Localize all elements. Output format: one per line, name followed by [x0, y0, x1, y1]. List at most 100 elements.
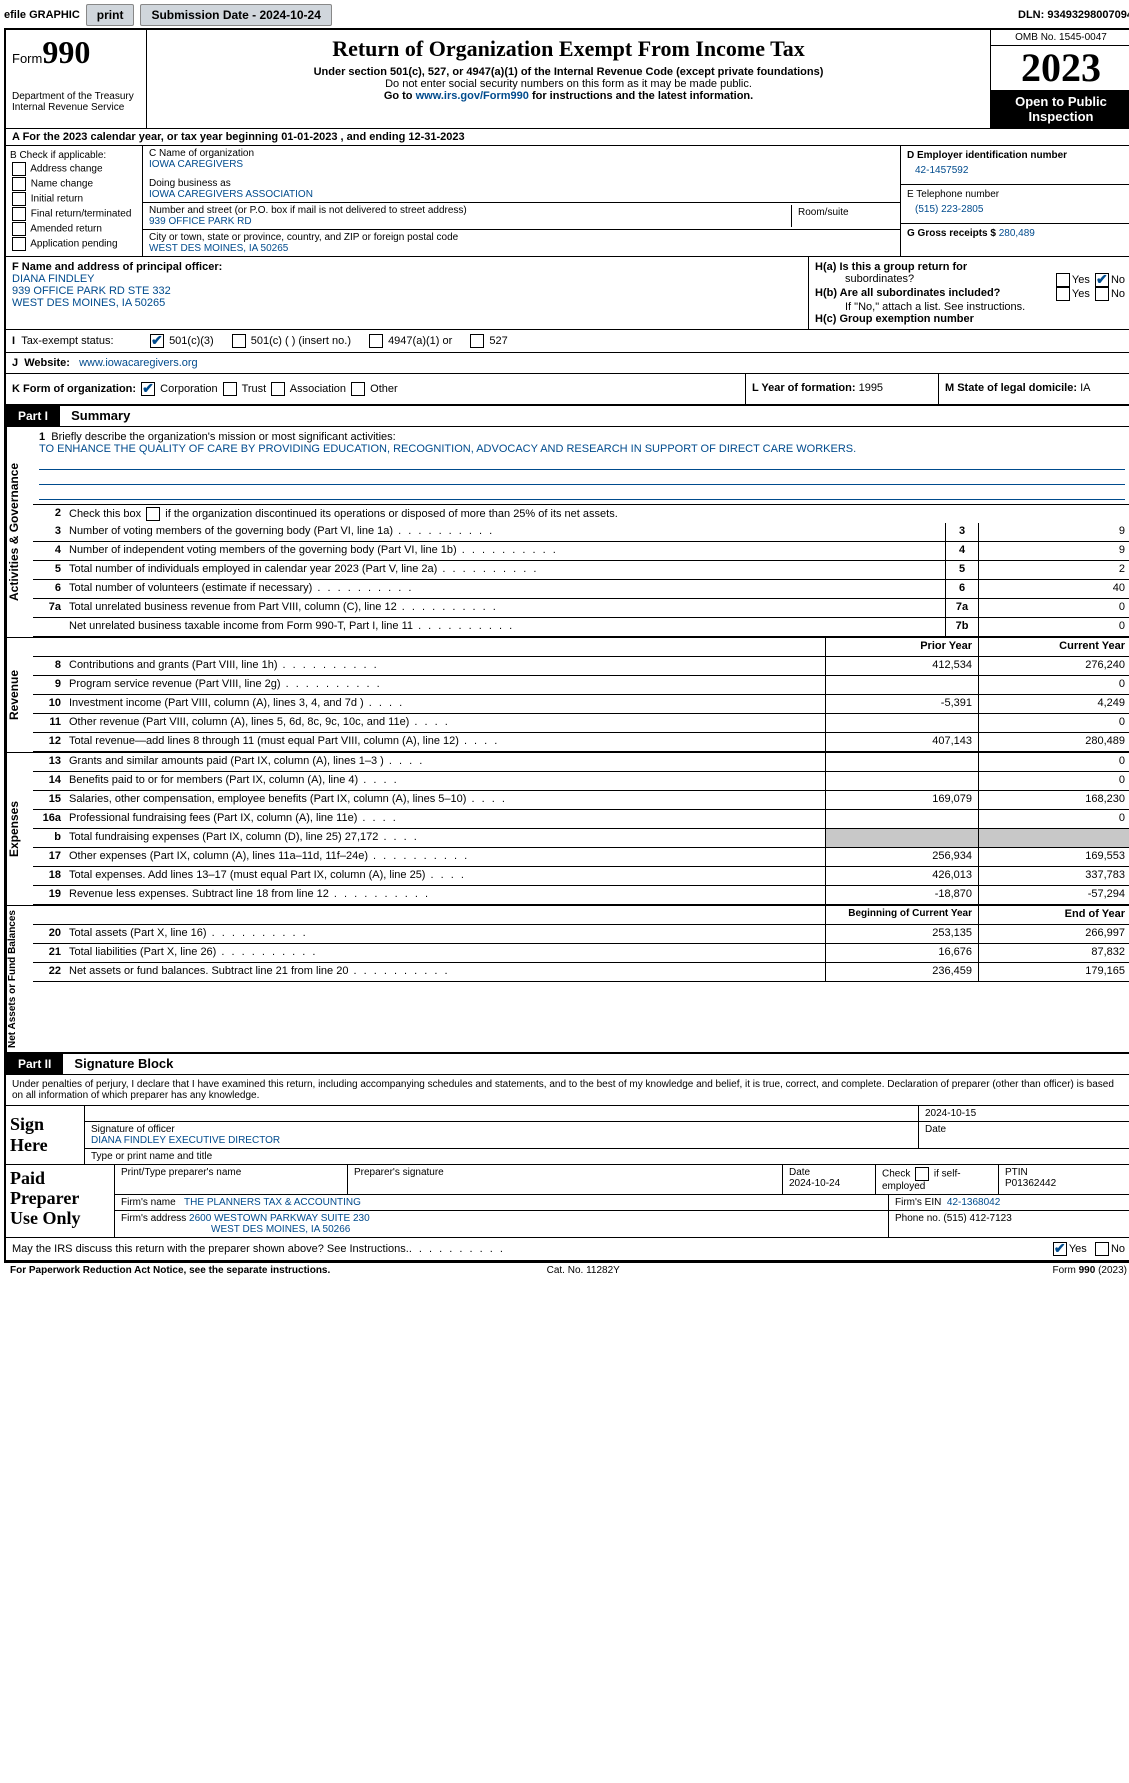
summary-line: bTotal fundraising expenses (Part IX, co…: [33, 829, 1129, 848]
goto-suffix: for instructions and the latest informat…: [529, 90, 753, 102]
summary-line: 13Grants and similar amounts paid (Part …: [33, 753, 1129, 772]
dba-label: Doing business as: [149, 178, 894, 189]
summary-line: 15Salaries, other compensation, employee…: [33, 791, 1129, 810]
print-button[interactable]: print: [86, 4, 135, 26]
part1-title: Summary: [63, 408, 130, 423]
summary-line: 4Number of independent voting members of…: [33, 542, 1129, 561]
submission-date-button[interactable]: Submission Date - 2024-10-24: [140, 4, 331, 26]
summary-line: Net unrelated business taxable income fr…: [33, 618, 1129, 637]
sig-date: 2024-10-15: [919, 1106, 1129, 1121]
paid-preparer-label: Paid Preparer Use Only: [6, 1165, 115, 1237]
street-label: Number and street (or P.O. box if mail i…: [149, 205, 791, 216]
city-label: City or town, state or province, country…: [149, 232, 894, 243]
no-label: No: [1111, 274, 1125, 286]
summary-line: 14Benefits paid to or for members (Part …: [33, 772, 1129, 791]
form-header: Form990 Department of the Treasury Inter…: [6, 30, 1129, 129]
sign-here-label: Sign Here: [6, 1106, 85, 1164]
opt-name-change: Name change: [10, 177, 138, 191]
opt-final-return: Final return/terminated: [10, 207, 138, 221]
form-label: Form: [12, 51, 42, 66]
omb-label: OMB No. 1545-0047: [991, 30, 1129, 46]
inspection-badge: Open to Public Inspection: [991, 90, 1129, 128]
hb-label: H(b) Are all subordinates included?: [815, 287, 1000, 301]
instructions-link[interactable]: www.irs.gov/Form990: [416, 90, 529, 102]
end-year-header: End of Year: [978, 906, 1129, 924]
firm-name-label: Firm's name: [121, 1197, 176, 1208]
527-opt: 527: [489, 335, 507, 347]
tax-status-label: Tax-exempt status:: [21, 335, 113, 347]
dln-label: DLN: 93493298007094: [1018, 9, 1129, 21]
street-value: 939 OFFICE PARK RD: [149, 216, 791, 227]
footer-left: For Paperwork Reduction Act Notice, see …: [10, 1265, 330, 1276]
rev-section: Revenue Prior Year Current Year 8Contrib…: [6, 637, 1129, 752]
city-value: WEST DES MOINES, IA 50265: [149, 243, 894, 254]
opt-address-change: Address change: [10, 162, 138, 176]
firm-addr-label: Firm's address: [121, 1213, 186, 1224]
begin-year-header: Beginning of Current Year: [825, 906, 978, 924]
declaration-text: Under penalties of perjury, I declare th…: [6, 1075, 1129, 1106]
other-opt: Other: [370, 383, 398, 395]
summary-line: 6Total number of volunteers (estimate if…: [33, 580, 1129, 599]
net-tab: Net Assets or Fund Balances: [6, 906, 33, 1052]
officer-addr2: WEST DES MOINES, IA 50265: [12, 297, 802, 309]
exp-tab: Expenses: [6, 753, 33, 905]
firm-ein-label: Firm's EIN: [895, 1197, 941, 1208]
type-name-label: Type or print name and title: [85, 1149, 1129, 1164]
assoc-opt: Association: [290, 383, 346, 395]
opt-initial-return: Initial return: [10, 192, 138, 206]
part2-title: Signature Block: [66, 1056, 173, 1071]
goto-prefix: Go to: [384, 90, 416, 102]
paid-preparer-row: Paid Preparer Use Only Print/Type prepar…: [6, 1165, 1129, 1238]
footer: For Paperwork Reduction Act Notice, see …: [4, 1262, 1129, 1278]
prep-sig-label: Preparer's signature: [348, 1165, 783, 1194]
summary-line: 22Net assets or fund balances. Subtract …: [33, 963, 1129, 982]
firm-addr1: 2600 WESTOWN PARKWAY SUITE 230: [189, 1213, 370, 1224]
yes-label: Yes: [1072, 274, 1090, 286]
form-title: Return of Organization Exempt From Incom…: [151, 36, 986, 62]
summary-line: 16aProfessional fundraising fees (Part I…: [33, 810, 1129, 829]
summary-line: 5Total number of individuals employed in…: [33, 561, 1129, 580]
title-col: Return of Organization Exempt From Incom…: [147, 30, 990, 128]
box-f: F Name and address of principal officer:…: [6, 257, 809, 329]
mission-text: TO ENHANCE THE QUALITY OF CARE BY PROVID…: [39, 443, 1125, 455]
form-org-label: K Form of organization:: [12, 383, 136, 395]
ptin-value: P01362442: [1005, 1178, 1056, 1189]
dba-value: IOWA CAREGIVERS ASSOCIATION: [149, 189, 894, 200]
box-c: C Name of organization IOWA CAREGIVERS D…: [143, 146, 900, 256]
4947-opt: 4947(a)(1) or: [388, 335, 452, 347]
prior-year-header: Prior Year: [825, 638, 978, 656]
domicile-value: IA: [1080, 382, 1090, 394]
corp-opt: Corporation: [160, 383, 217, 395]
summary-line: 12Total revenue—add lines 8 through 11 (…: [33, 733, 1129, 752]
trust-opt: Trust: [242, 383, 267, 395]
website-label: Website:: [24, 357, 70, 369]
summary-line: 9Program service revenue (Part VIII, lin…: [33, 676, 1129, 695]
form-id-col: Form990 Department of the Treasury Inter…: [6, 30, 147, 128]
website-value[interactable]: www.iowacaregivers.org: [79, 357, 198, 369]
gov-tab: Activities & Governance: [6, 427, 33, 637]
officer-name: DIANA FINDLEY: [12, 273, 802, 285]
row-klm: K Form of organization: Corporation Trus…: [6, 374, 1129, 406]
subtitle-2: Do not enter social security numbers on …: [151, 78, 986, 90]
row-fh: F Name and address of principal officer:…: [6, 257, 1129, 330]
501c3-opt: 501(c)(3): [169, 335, 214, 347]
part2-bar: Part II Signature Block: [6, 1052, 1129, 1075]
domicile-label: M State of legal domicile:: [945, 382, 1077, 394]
row-j: J Website: www.iowacaregivers.org: [6, 353, 1129, 374]
opt-app-pending: Application pending: [10, 237, 138, 251]
ptin-label: PTIN: [1005, 1167, 1028, 1178]
net-section: Net Assets or Fund Balances Beginning of…: [6, 905, 1129, 1052]
phone-label: E Telephone number: [907, 189, 1125, 200]
firm-phone-label: Phone no.: [895, 1213, 941, 1224]
summary-line: 17Other expenses (Part IX, column (A), l…: [33, 848, 1129, 867]
summary-line: 8Contributions and grants (Part VIII, li…: [33, 657, 1129, 676]
irs-label: Internal Revenue Service: [12, 102, 140, 113]
form-container: Form990 Department of the Treasury Inter…: [4, 28, 1129, 1262]
ha-label2: subordinates?: [815, 273, 914, 287]
summary-line: 21Total liabilities (Part X, line 26)16,…: [33, 944, 1129, 963]
firm-ein: 42-1368042: [947, 1197, 1000, 1208]
summary-line: 7aTotal unrelated business revenue from …: [33, 599, 1129, 618]
discuss-row: May the IRS discuss this return with the…: [6, 1238, 1129, 1260]
line-1: 1 Briefly describe the organization's mi…: [33, 427, 1129, 505]
form-number: 990: [42, 34, 90, 70]
